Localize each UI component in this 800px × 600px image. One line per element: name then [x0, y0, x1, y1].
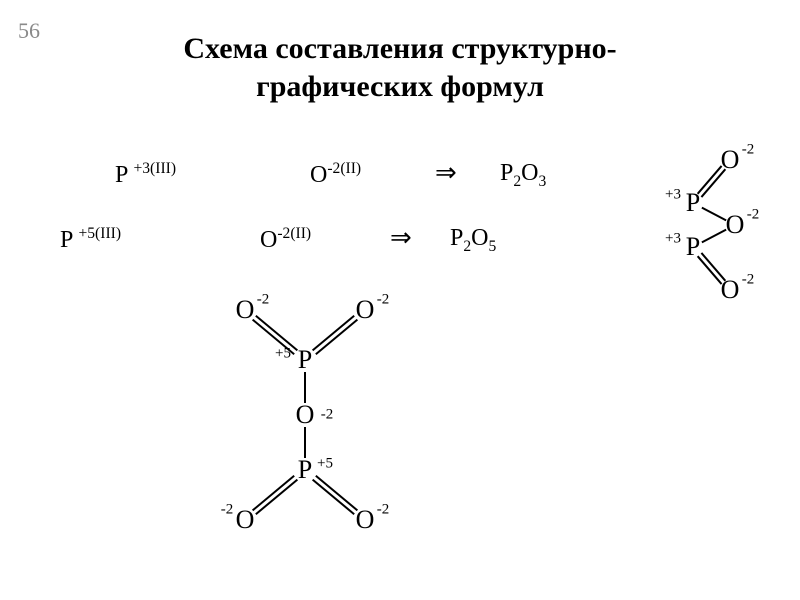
- structure-p2o5: O-2O-2P+5O-2P+5O-2O-2: [195, 285, 455, 545]
- page-title: Схема составления структурно- графически…: [0, 30, 800, 105]
- atom-P_bot: P: [686, 234, 700, 260]
- charge-O_bl: -2: [221, 503, 234, 518]
- row1-result-O: O: [521, 160, 538, 186]
- charge-O_mid: -2: [321, 408, 334, 423]
- row2-result-s2: 5: [489, 238, 497, 255]
- row2-o-sym: O: [260, 227, 277, 253]
- row2-p-sup: +5(III): [78, 225, 121, 242]
- charge-P_bot: +5: [317, 457, 333, 472]
- charge-P_top: +5: [275, 347, 291, 362]
- atom-O_bot: O: [721, 277, 740, 303]
- row2-result-P: P: [450, 225, 463, 251]
- row2-o: O-2(II): [260, 225, 311, 254]
- row2-arrow: ⇒: [390, 223, 412, 253]
- row1-arrow: ⇒: [435, 158, 457, 188]
- atom-O_top: O: [721, 147, 740, 173]
- charge-O_tl: -2: [257, 293, 270, 308]
- row2-p-sym: P: [60, 227, 72, 253]
- atom-O_mid: O: [296, 402, 315, 428]
- row2-result-O: O: [471, 225, 488, 251]
- title-line1: Схема составления структурно-: [183, 32, 616, 65]
- charge-P_top: +3: [665, 188, 681, 203]
- structure-p2o3: O-2P+3O-2P+3O-2: [555, 145, 775, 310]
- charge-O_top: -2: [742, 143, 755, 158]
- row1-o-sym: O: [310, 162, 327, 188]
- title-line2: графических формул: [256, 70, 544, 103]
- row1-p-sup: +3(III): [133, 160, 176, 177]
- row1-o: O-2(II): [310, 160, 361, 189]
- atom-O_mid: O: [726, 212, 745, 238]
- charge-O_bot: -2: [742, 273, 755, 288]
- atom-O_tr: O: [356, 297, 375, 323]
- atom-P_top: P: [298, 347, 312, 373]
- charge-O_tr: -2: [377, 293, 390, 308]
- atom-O_tl: O: [236, 297, 255, 323]
- atom-O_bl: O: [236, 507, 255, 533]
- row2-result-s1: 2: [463, 238, 471, 255]
- charge-O_mid: -2: [747, 208, 760, 223]
- row1-p: P +3(III): [115, 160, 176, 189]
- atom-P_bot: P: [298, 457, 312, 483]
- atom-O_br: O: [356, 507, 375, 533]
- row1-o-sup: -2(II): [327, 160, 361, 177]
- row1-result-P: P: [500, 160, 513, 186]
- row1-p-sym: P: [115, 162, 127, 188]
- row1-result: P2O3: [500, 160, 546, 191]
- atom-P_top: P: [686, 190, 700, 216]
- row2-p: P +5(III): [60, 225, 121, 254]
- row1-result-s2: 3: [539, 173, 547, 190]
- row2-result: P2O5: [450, 225, 496, 256]
- row1-result-s1: 2: [513, 173, 521, 190]
- charge-O_br: -2: [377, 503, 390, 518]
- charge-P_bot: +3: [665, 232, 681, 247]
- row2-o-sup: -2(II): [277, 225, 311, 242]
